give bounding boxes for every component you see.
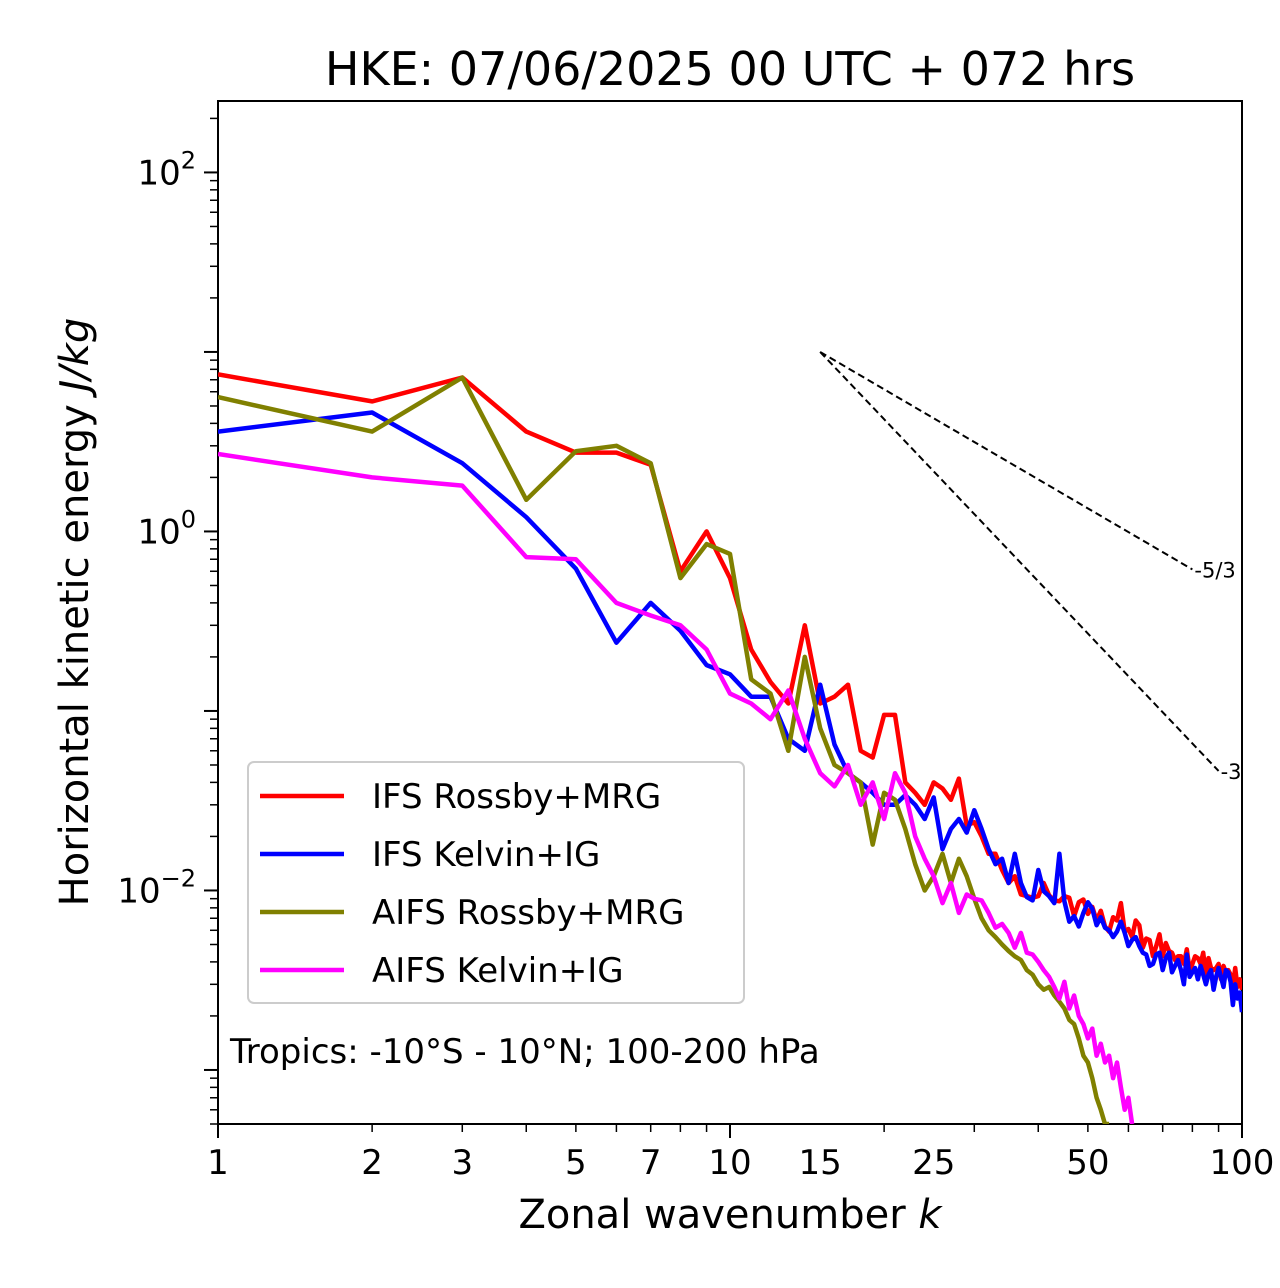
series-line <box>218 372 1242 991</box>
x-axis-label: Zonal wavenumber k <box>518 1192 943 1238</box>
legend: IFS Rossby+MRG IFS Kelvin+IG AIFS Rossby+M… <box>247 761 745 1004</box>
y-axis: 10−2 100 102 <box>117 117 218 1125</box>
legend-label: AIFS Kelvin+IG <box>372 951 624 991</box>
x-tick-label: 10 <box>708 1143 751 1183</box>
legend-label: IFS Kelvin+IG <box>372 835 600 875</box>
y-axis-label-text: Horizontal kinetic energy <box>52 404 98 906</box>
chart-title: HKE: 07/06/2025 00 UTC + 072 hrs <box>325 42 1135 96</box>
legend-label: IFS Rossby+MRG <box>372 777 661 817</box>
reference-slope-line <box>819 351 1193 571</box>
reference-slope-labels: -5/3 -3 <box>1194 558 1241 784</box>
x-tick-label: 25 <box>912 1143 955 1183</box>
y-axis-label: Horizontal kinetic energy J/kg <box>52 318 98 907</box>
x-tick-label: 1 <box>207 1143 229 1183</box>
y-tick-label: 102 <box>137 146 196 193</box>
series-line <box>218 451 1135 1124</box>
y-tick-label: 10−2 <box>117 864 196 911</box>
reference-slope-label: -3 <box>1221 760 1242 784</box>
x-tick-label: 2 <box>361 1143 383 1183</box>
y-axis-label-units: J/kg <box>52 318 98 399</box>
x-tick-label: 7 <box>640 1143 662 1183</box>
legend-label: AIFS Rossby+MRG <box>372 893 684 933</box>
x-tick-label: 5 <box>565 1143 587 1183</box>
x-tick-label: 3 <box>451 1143 473 1183</box>
x-tick-label: 100 <box>1210 1143 1275 1183</box>
legend-box <box>247 761 745 1004</box>
x-tick-label: 50 <box>1066 1143 1109 1183</box>
x-axis: 1 2 3 5 7 10 15 25 50 100 <box>207 1124 1274 1183</box>
region-annotation: Tropics: -10°S - 10°N; 100-200 hPa <box>229 1032 820 1072</box>
series-lines <box>218 372 1242 1124</box>
x-axis-label-symbol: k <box>918 1192 943 1238</box>
reference-slope-label: -5/3 <box>1194 558 1235 582</box>
x-tick-label: 15 <box>799 1143 842 1183</box>
reference-slope-line <box>819 351 1220 772</box>
y-tick-label: 100 <box>137 505 196 552</box>
x-axis-label-text: Zonal wavenumber <box>518 1192 906 1238</box>
reference-slope-lines <box>819 351 1220 772</box>
series-line <box>218 375 1110 1124</box>
